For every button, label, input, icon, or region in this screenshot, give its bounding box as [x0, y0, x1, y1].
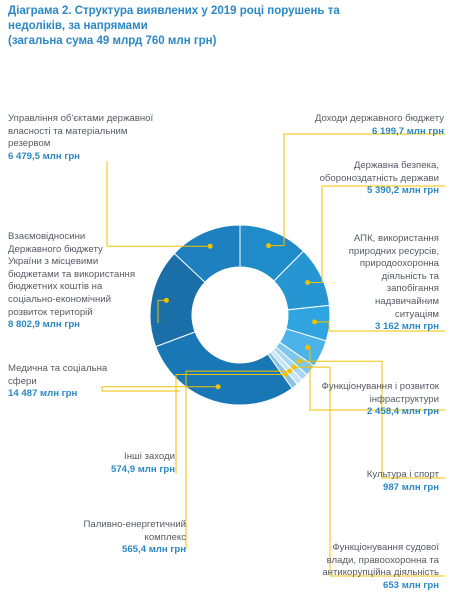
label-text: Паливно-енергетичний комплекс [83, 519, 187, 543]
label-text: Доходи державного бюджету [314, 113, 444, 124]
label-value: 6 199,7 млн грн [372, 125, 444, 137]
label-text: Державна безпека, обороноздатність держа… [319, 160, 439, 184]
leader-line [101, 386, 219, 392]
chart-title-line-1: Діаграма 2. Структура виявлених у 2019 р… [8, 5, 340, 17]
label-local-budgets: Взаємовідносини Державного бюджету Украї… [8, 231, 158, 332]
leader-line [157, 299, 167, 323]
label-value: 6 479,5 млн грн [8, 150, 80, 162]
label-state-security: Державна безпека, обороноздатність держа… [259, 160, 439, 198]
leader-dot [312, 319, 318, 325]
label-text: Інші заходи [124, 451, 175, 462]
leader-dot [287, 368, 293, 374]
label-text: Управління об'єктами державної власності… [8, 113, 154, 150]
chart-title: Діаграма 2. Структура виявлених у 2019 р… [8, 4, 348, 49]
donut-slices [149, 224, 331, 406]
leader-line [175, 374, 286, 474]
label-agriculture: АПК, використання природних ресурсів, пр… [319, 233, 439, 334]
leader-line [106, 161, 211, 247]
leader-dot [305, 280, 311, 286]
leader-dot [291, 364, 297, 370]
leader-line [185, 370, 290, 549]
leader-line [307, 185, 445, 284]
label-value: 14 487 млн грн [8, 388, 78, 400]
label-state-budget-revenue: Доходи державного бюджету 6 199,7 млн гр… [229, 113, 444, 138]
leader-dot [163, 297, 169, 303]
label-text: Культура і спорт [366, 469, 439, 480]
label-fuel-energy: Паливно-енергетичний комплекс 565,4 млн … [70, 519, 187, 557]
donut-slice [173, 224, 241, 283]
label-culture-sport: Культура і спорт 987 млн грн [319, 469, 439, 494]
leader-line [299, 360, 445, 479]
label-other-measures: Інші заходи 574,9 млн грн [80, 451, 175, 476]
label-text: Функціонування судової влади, правоохоро… [322, 542, 439, 579]
label-medical-social: Медична та соціальна сфери 14 487 млн гр… [8, 363, 138, 401]
chart-title-line-2: недоліків, за напрямами [8, 20, 148, 32]
label-value: 5 390,2 млн грн [367, 185, 439, 197]
label-infrastructure: Функціонування і розвиток інфраструктури… [289, 381, 439, 419]
label-value: 2 458,4 млн грн [367, 406, 439, 418]
label-value: 653 млн грн [383, 579, 439, 591]
label-state-property: Управління об'єктами державної власності… [8, 113, 178, 163]
label-text: Медична та соціальна сфери [8, 363, 108, 387]
label-judiciary: Функціонування судової влади, правоохоро… [289, 542, 439, 592]
leader-dot [207, 243, 213, 249]
label-value: 987 млн грн [383, 481, 439, 493]
leader-dot [215, 384, 221, 390]
label-value: 3 162 млн грн [375, 321, 439, 333]
label-value: 565,4 млн грн [122, 544, 186, 556]
label-text: АПК, використання природних ресурсів, пр… [348, 233, 439, 320]
leader-line [314, 321, 445, 332]
leader-dot [305, 344, 311, 350]
leader-line [293, 366, 445, 577]
label-value: 574,9 млн грн [111, 463, 175, 475]
label-text: Функціонування і розвиток інфраструктури [321, 381, 439, 405]
leader-line [268, 133, 445, 247]
label-text: Взаємовідносини Державного бюджету Украї… [8, 231, 136, 318]
leader-dot [296, 358, 302, 364]
leader-dot [283, 372, 289, 378]
label-value: 8 802,9 млн грн [8, 319, 80, 331]
leader-lines [101, 133, 445, 577]
leader-dot [266, 243, 272, 249]
chart-title-line-3: (загальна сума 49 млрд 760 млн грн) [8, 35, 217, 47]
